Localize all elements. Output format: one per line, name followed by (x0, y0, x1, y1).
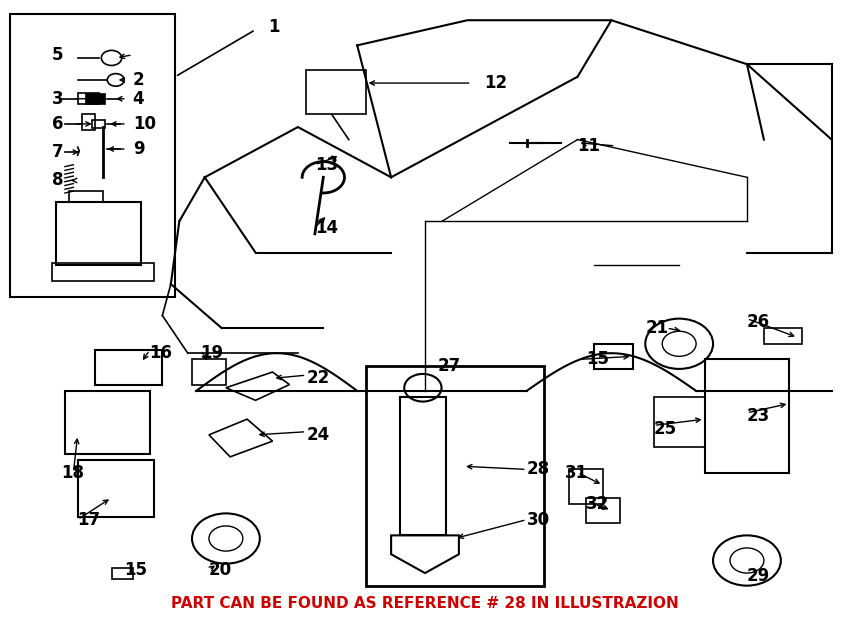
Bar (306, 71, 366, 114)
Text: 3: 3 (52, 90, 64, 108)
Text: 2: 2 (133, 71, 144, 89)
Text: 5: 5 (52, 46, 64, 64)
Text: 15: 15 (586, 350, 609, 369)
Text: 9: 9 (133, 140, 144, 158)
Text: 21: 21 (645, 319, 668, 337)
Text: 8: 8 (52, 172, 64, 189)
Bar (586, 498, 620, 523)
Text: 29: 29 (747, 567, 770, 585)
Text: 26: 26 (747, 313, 770, 331)
Bar (77, 460, 154, 517)
Text: 16: 16 (150, 344, 173, 362)
Bar (92, 120, 105, 127)
Text: PART CAN BE FOUND AS REFERENCE # 28 IN ILLUSTRAZION: PART CAN BE FOUND AS REFERENCE # 28 IN I… (171, 596, 679, 611)
Text: 10: 10 (133, 115, 156, 133)
Text: 24: 24 (306, 426, 330, 444)
Text: 22: 22 (306, 369, 330, 387)
Text: 14: 14 (314, 218, 338, 237)
Text: 6: 6 (52, 115, 64, 133)
Bar (56, 203, 141, 265)
Text: 18: 18 (60, 464, 83, 481)
Text: 19: 19 (201, 344, 224, 362)
Text: 32: 32 (586, 495, 609, 513)
Text: 28: 28 (527, 461, 550, 478)
Text: 23: 23 (747, 407, 770, 425)
Bar (192, 360, 226, 385)
Bar (400, 397, 446, 535)
Bar (65, 391, 150, 454)
Text: 31: 31 (564, 464, 588, 481)
Text: 17: 17 (77, 510, 101, 529)
Bar (705, 360, 790, 473)
Text: 7: 7 (52, 143, 64, 161)
Text: 15: 15 (124, 561, 147, 579)
Text: 20: 20 (209, 561, 232, 579)
Text: 4: 4 (133, 90, 144, 108)
Bar (69, 191, 103, 203)
Bar (569, 469, 603, 504)
Bar (654, 397, 705, 447)
Text: 25: 25 (654, 420, 677, 437)
Text: 30: 30 (527, 510, 550, 529)
Bar (82, 114, 94, 130)
Text: 12: 12 (484, 74, 507, 92)
Bar (86, 94, 105, 103)
Bar (764, 328, 802, 344)
Text: 13: 13 (314, 156, 338, 174)
Bar (594, 344, 632, 369)
Bar (111, 568, 133, 579)
Bar (10, 14, 175, 297)
Bar (94, 350, 162, 385)
Bar (366, 366, 544, 586)
Text: 27: 27 (438, 357, 461, 375)
Bar (77, 93, 99, 104)
Bar (52, 263, 154, 281)
Text: 1: 1 (269, 18, 280, 35)
Text: 11: 11 (577, 137, 600, 155)
